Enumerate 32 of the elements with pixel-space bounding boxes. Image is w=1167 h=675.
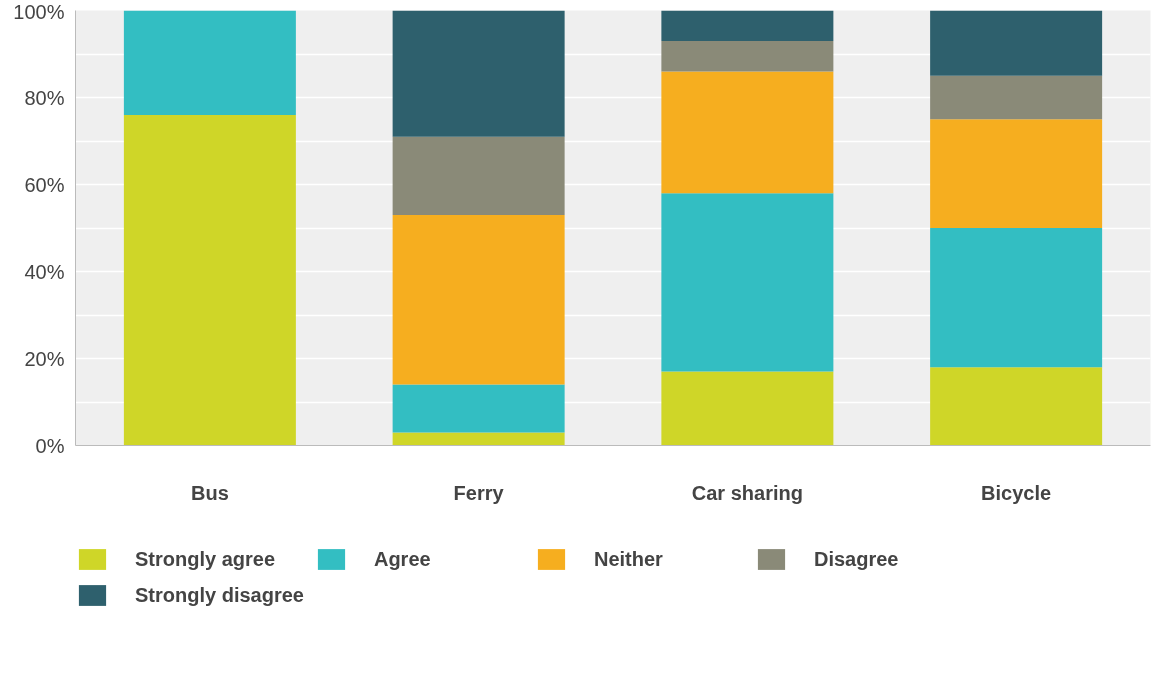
bar [661, 40, 834, 72]
bar [661, 71, 834, 194]
x-tick-label: Car sharing [691, 481, 803, 504]
x-tick-label: Bicycle [981, 481, 1052, 504]
x-tick-label: Bus [190, 481, 229, 504]
bar [392, 214, 565, 385]
y-tick-label: 40% [24, 260, 65, 283]
bar [930, 367, 1103, 446]
bar [392, 432, 565, 446]
bar [930, 10, 1103, 76]
y-tick-label: 60% [24, 173, 65, 196]
legend-label: Disagree [813, 546, 900, 572]
bar [392, 10, 565, 137]
bar [392, 136, 565, 215]
y-tick-label: 20% [24, 347, 65, 370]
legend-label: Neither [593, 546, 664, 572]
y-tick-label: 100% [13, 0, 65, 23]
y-tick-label: 80% [24, 86, 65, 109]
bar [930, 228, 1103, 368]
x-tick-label: Ferry [453, 481, 505, 504]
bar [930, 75, 1103, 120]
bar [123, 114, 296, 446]
bar [930, 119, 1103, 228]
y-tick-label: 0% [35, 434, 65, 457]
bar [661, 371, 834, 446]
bar [661, 10, 834, 41]
bar [392, 384, 565, 433]
legend-label: Strongly disagree [135, 582, 304, 608]
legend-label: Agree [373, 546, 432, 572]
bar [661, 193, 834, 372]
legend-label: Strongly agree [135, 546, 277, 572]
bar [123, 10, 296, 115]
